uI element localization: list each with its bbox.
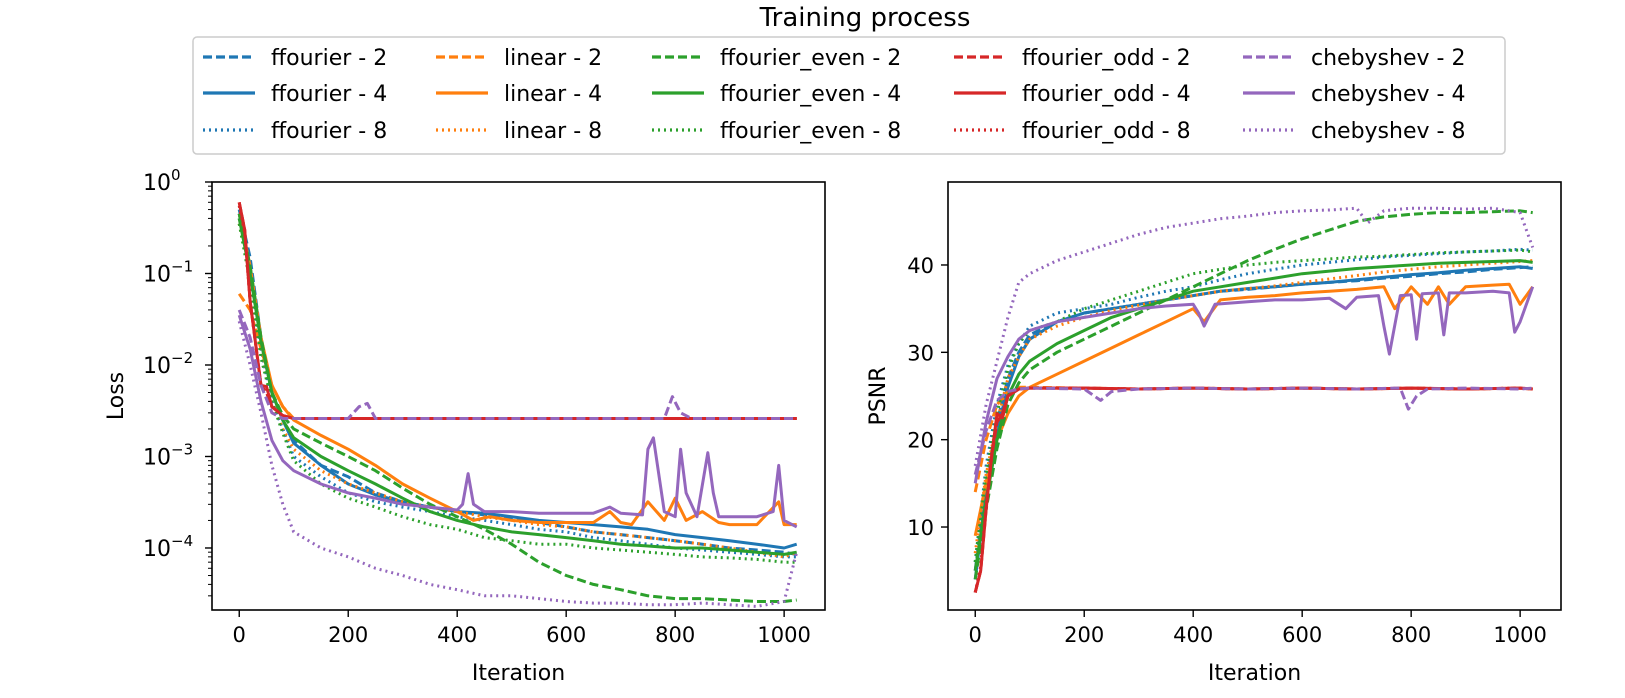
loss-y-tick-label: 10 xyxy=(143,262,171,287)
loss-series-ffourier-2 xyxy=(237,209,797,556)
loss-x-tick-label: 200 xyxy=(328,623,368,647)
psnr-series-chebyshev-2 xyxy=(973,386,1533,475)
loss-x-axis-label: Iteration xyxy=(472,661,565,686)
psnr-x-tick-label: 600 xyxy=(1282,623,1322,647)
loss-x-tick-label: 0 xyxy=(233,623,246,647)
loss-series-linear-2 xyxy=(237,292,797,420)
psnr-series-chebyshev-4 xyxy=(973,286,1535,484)
psnr-series-ffourier-even-8 xyxy=(973,248,1533,563)
legend-label-linear-2: linear - 2 xyxy=(504,46,602,71)
psnr-series-linear-8 xyxy=(973,259,1533,554)
psnr-series-ffourier-even-2 xyxy=(973,209,1533,580)
psnr-series-ffourier-2 xyxy=(973,265,1533,571)
loss-series-linear-4 xyxy=(237,213,797,527)
loss-series-linear-8 xyxy=(237,223,798,559)
loss-series-ffourier-8 xyxy=(237,218,797,559)
psnr-x-axis-label: Iteration xyxy=(1208,661,1301,686)
loss-axes-frame xyxy=(211,181,826,611)
tick-base: 10 xyxy=(143,537,171,562)
loss-series-ffourier-even-4 xyxy=(237,218,797,556)
loss-series-chebyshev-8 xyxy=(237,320,799,608)
psnr-y-tick-label: 20 xyxy=(907,429,934,453)
psnr-series-ffourier-odd-2 xyxy=(973,386,1533,593)
legend-label-ffourier-odd-4: ffourier_odd - 4 xyxy=(1022,82,1191,107)
psnr-y-tick-label: 10 xyxy=(907,516,934,540)
loss-x-tick-label: 600 xyxy=(546,623,586,647)
psnr-axes-frame xyxy=(947,181,1562,611)
loss-plot-area xyxy=(237,202,799,608)
loss-y-tick-exponent: −4 xyxy=(171,532,193,550)
tick-base: 10 xyxy=(143,262,171,287)
tick-base: 10 xyxy=(143,445,171,470)
psnr-panel: 0 200 400 600 800 1000 10 20 30 40 Iteration PSNR xyxy=(866,181,1562,686)
psnr-x-tick-label: 800 xyxy=(1391,623,1431,647)
psnr-series-chebyshev-8 xyxy=(973,206,1535,467)
legend-label-chebyshev-8: chebyshev - 8 xyxy=(1311,119,1465,144)
psnr-x-tick-label: 1000 xyxy=(1493,623,1546,647)
legend-label-linear-4: linear - 4 xyxy=(504,82,602,107)
loss-series-ffourier-odd-4 xyxy=(237,202,797,420)
loss-series-chebyshev-4 xyxy=(237,314,798,529)
loss-x-tick-label: 400 xyxy=(437,623,477,647)
legend-label-ffourier-odd-8: ffourier_odd - 8 xyxy=(1022,119,1191,144)
psnr-ticks: 0 200 400 600 800 1000 10 20 30 40 xyxy=(907,254,1547,647)
legend: ffourier - 2 ffourier - 4 ffourier - 8 line… xyxy=(192,36,1506,155)
psnr-x-tick-label: 200 xyxy=(1064,623,1104,647)
loss-x-tick-label: 800 xyxy=(655,623,695,647)
figure-title: Training process xyxy=(759,3,971,33)
legend-label-chebyshev-2: chebyshev - 2 xyxy=(1311,46,1465,71)
legend-label-ffourier-2: ffourier - 2 xyxy=(271,46,387,71)
psnr-series-ffourier-odd-4 xyxy=(973,386,1533,593)
loss-x-tick-label: 1000 xyxy=(757,623,810,647)
loss-y-tick-label: 10 xyxy=(143,445,171,470)
psnr-y-tick-label: 40 xyxy=(907,254,934,278)
psnr-y-axis-label: PSNR xyxy=(866,367,891,426)
legend-label-ffourier-8: ffourier - 8 xyxy=(271,119,387,144)
loss-series-ffourier-odd-2 xyxy=(237,202,797,420)
psnr-plot-area xyxy=(973,206,1535,593)
loss-series-chebyshev-2 xyxy=(237,309,797,420)
loss-y-tick-exponent: 0 xyxy=(171,166,181,184)
loss-series-ffourier-odd-8 xyxy=(237,205,797,420)
legend-label-ffourier-even-8: ffourier_even - 8 xyxy=(720,119,901,144)
loss-y-tick-exponent: −3 xyxy=(171,440,193,458)
loss-y-tick-label: 10 xyxy=(143,171,171,196)
loss-y-axis-label: Loss xyxy=(104,372,129,420)
legend-label-ffourier-even-4: ffourier_even - 4 xyxy=(720,82,901,107)
loss-y-tick-exponent: −1 xyxy=(171,257,193,275)
tick-base: 10 xyxy=(143,171,171,196)
psnr-y-tick-label: 30 xyxy=(907,341,934,365)
loss-series-ffourier-even-2 xyxy=(237,213,797,603)
psnr-series-ffourier-even-4 xyxy=(973,259,1533,571)
psnr-x-tick-label: 400 xyxy=(1173,623,1213,647)
psnr-series-linear-2 xyxy=(973,385,1533,493)
loss-y-tick-label: 10 xyxy=(143,537,171,562)
tick-base: 10 xyxy=(143,354,171,379)
loss-y-tick-exponent: −2 xyxy=(171,349,193,367)
legend-label-linear-8: linear - 8 xyxy=(504,119,602,144)
loss-y-tick-label: 10 xyxy=(143,354,171,379)
psnr-series-ffourier-odd-8 xyxy=(973,386,1533,593)
legend-label-ffourier-even-2: ffourier_even - 2 xyxy=(720,46,901,71)
legend-label-chebyshev-4: chebyshev - 4 xyxy=(1311,82,1465,107)
legend-label-ffourier-4: ffourier - 4 xyxy=(271,82,387,107)
legend-frame xyxy=(192,36,1506,155)
legend-label-ffourier-odd-2: ffourier_odd - 2 xyxy=(1022,46,1191,71)
psnr-x-tick-label: 0 xyxy=(969,623,982,647)
